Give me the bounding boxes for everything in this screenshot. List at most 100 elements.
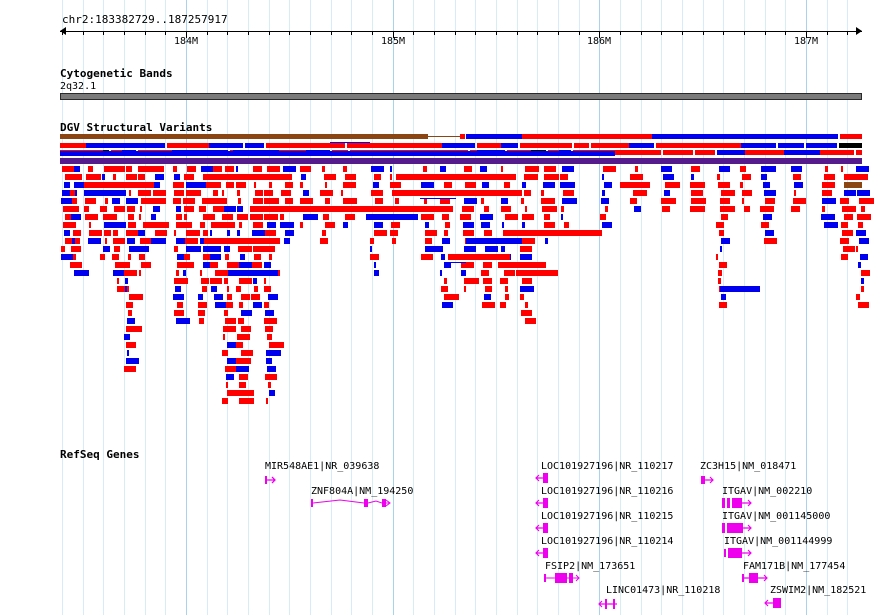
structural-variant[interactable] [856, 166, 869, 172]
structural-variant[interactable] [609, 143, 629, 148]
structural-variant[interactable] [720, 206, 735, 212]
structural-variant[interactable] [839, 143, 862, 148]
structural-variant[interactable] [174, 310, 184, 316]
gene-model-loc101927196-nr110216[interactable] [534, 497, 554, 509]
structural-variant[interactable] [124, 366, 136, 372]
structural-variant[interactable] [390, 166, 392, 172]
structural-variant[interactable] [464, 166, 472, 172]
structural-variant[interactable] [127, 350, 129, 356]
structural-variant[interactable] [227, 342, 242, 348]
structural-variant[interactable] [602, 222, 612, 228]
structural-variant[interactable] [444, 182, 452, 188]
structural-variant[interactable] [740, 166, 746, 172]
structural-variant[interactable] [520, 294, 524, 300]
structural-variant[interactable] [62, 166, 77, 172]
gene-model-mir548ae1[interactable] [264, 474, 278, 486]
structural-variant[interactable] [198, 190, 201, 196]
structural-variant[interactable] [484, 294, 491, 300]
structural-variant[interactable] [442, 302, 453, 308]
structural-variant[interactable] [370, 238, 374, 244]
structural-variant[interactable] [300, 222, 303, 228]
structural-variant[interactable] [177, 302, 183, 308]
structural-variant[interactable] [269, 182, 272, 188]
gene-model-itgav-nm001145000[interactable] [721, 522, 755, 534]
structural-variant[interactable] [74, 182, 87, 188]
structural-variant[interactable] [210, 214, 213, 220]
structural-variant[interactable] [345, 214, 355, 220]
structural-variant[interactable] [374, 174, 381, 180]
structural-variant[interactable] [60, 134, 428, 139]
structural-variant[interactable] [174, 230, 176, 236]
structural-variant[interactable] [60, 158, 862, 164]
structural-variant[interactable] [300, 166, 311, 172]
structural-variant[interactable] [742, 198, 744, 204]
structural-variant[interactable] [267, 222, 276, 228]
structural-variant[interactable] [174, 174, 180, 180]
structural-variant[interactable] [176, 270, 179, 276]
structural-variant[interactable] [521, 238, 535, 244]
structural-variant[interactable] [143, 246, 149, 252]
structural-variant[interactable] [721, 214, 728, 220]
structural-variant[interactable] [184, 174, 194, 180]
structural-variant[interactable] [591, 143, 609, 148]
structural-variant[interactable] [718, 278, 721, 284]
structural-variant[interactable] [392, 190, 407, 196]
structural-variant[interactable] [544, 174, 559, 180]
structural-variant[interactable] [719, 302, 727, 308]
structural-variant[interactable] [822, 182, 835, 188]
structural-variant[interactable] [112, 198, 120, 204]
structural-variant[interactable] [203, 254, 215, 260]
structural-variant[interactable] [265, 374, 277, 380]
structural-variant[interactable] [103, 246, 110, 252]
structural-variant[interactable] [151, 238, 166, 244]
structural-variant[interactable] [124, 262, 130, 268]
structural-variant[interactable] [113, 230, 118, 236]
structural-variant[interactable] [562, 198, 577, 204]
gene-label[interactable]: MIR548AE1|NR_039638 [265, 461, 380, 472]
structural-variant[interactable] [820, 150, 854, 155]
structural-variant[interactable] [373, 182, 379, 188]
structural-variant[interactable] [86, 143, 124, 148]
structural-variant[interactable] [784, 150, 820, 155]
structural-variant[interactable] [462, 206, 474, 212]
structural-variant[interactable] [115, 166, 125, 172]
structural-variant[interactable] [100, 206, 107, 212]
structural-variant[interactable] [126, 174, 137, 180]
structural-variant[interactable] [151, 214, 156, 220]
structural-variant[interactable] [442, 143, 475, 148]
structural-variant[interactable] [239, 398, 254, 404]
structural-variant[interactable] [223, 326, 236, 332]
structural-variant[interactable] [84, 182, 154, 188]
structural-variant[interactable] [201, 278, 209, 284]
structural-variant[interactable] [175, 286, 181, 292]
structural-variant[interactable] [720, 286, 760, 292]
structural-variant[interactable] [64, 230, 70, 236]
structural-variant[interactable] [73, 254, 76, 260]
structural-variant[interactable] [464, 278, 479, 284]
scroll-right-arrow-icon[interactable] [856, 27, 862, 35]
structural-variant[interactable] [280, 222, 294, 228]
structural-variant[interactable] [460, 214, 471, 220]
cytoband-bar[interactable] [60, 93, 862, 100]
structural-variant[interactable] [603, 166, 616, 172]
structural-variant[interactable] [212, 174, 292, 180]
structural-variant[interactable] [184, 206, 194, 212]
structural-variant[interactable] [204, 238, 280, 244]
structural-variant[interactable] [441, 286, 448, 292]
structural-variant[interactable] [663, 174, 674, 180]
structural-variant[interactable] [544, 166, 556, 172]
gene-label[interactable]: ITGAV|NM_001144999 [724, 536, 833, 547]
structural-variant[interactable] [371, 166, 384, 172]
structural-variant[interactable] [325, 222, 335, 228]
structural-variant[interactable] [173, 294, 184, 300]
structural-variant[interactable] [444, 262, 451, 268]
structural-variant[interactable] [176, 206, 181, 212]
structural-variant[interactable] [203, 174, 215, 180]
structural-variant[interactable] [63, 206, 75, 212]
structural-variant[interactable] [239, 278, 252, 284]
structural-variant[interactable] [652, 134, 697, 139]
structural-variant[interactable] [210, 230, 212, 236]
structural-variant[interactable] [102, 174, 105, 180]
structural-variant[interactable] [176, 222, 189, 228]
structural-variant[interactable] [105, 238, 107, 244]
